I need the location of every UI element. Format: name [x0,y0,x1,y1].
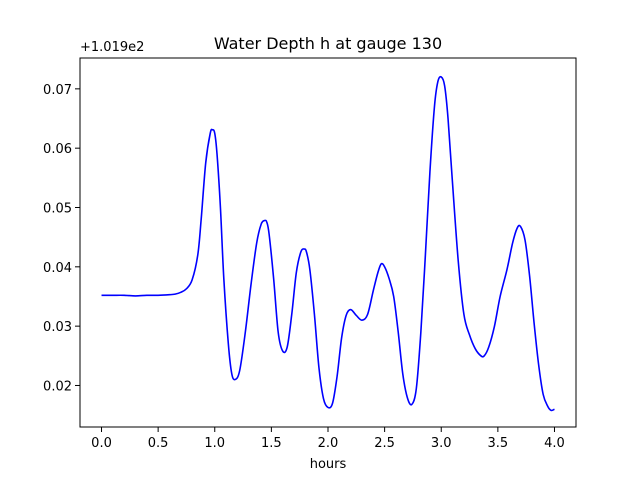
x-tick-label: 4.0 [544,436,565,451]
y-tick-label: 0.03 [43,320,72,335]
x-tick-label: 2.5 [374,436,395,451]
x-tick-label: 3.5 [488,436,509,451]
x-tick-label: 1.0 [204,436,225,451]
y-tick-label: 0.04 [43,261,72,276]
chart-title: Water Depth h at gauge 130 [214,34,442,53]
y-tick-label: 0.05 [43,201,72,216]
y-offset-label: +1.019e2 [80,40,144,55]
x-tick-label: 0.5 [148,436,169,451]
x-tick-label: 1.5 [261,436,282,451]
x-axis-label: hours [310,457,347,472]
plot-area [101,75,555,412]
plot-frame [79,57,577,428]
y-axis: 0.02 0.03 0.04 0.05 0.06 0.07 [43,83,80,394]
x-axis: 0.0 0.5 1.0 1.5 2.0 2.5 3.0 3.5 4.0 [91,427,565,451]
x-tick-label: 3.0 [431,436,452,451]
x-tick-label: 0.0 [91,436,112,451]
series-line [101,75,555,412]
x-tick-label: 2.0 [318,436,339,451]
y-tick-label: 0.07 [43,83,72,98]
y-tick-label: 0.06 [43,142,72,157]
y-tick-label: 0.02 [43,379,72,394]
